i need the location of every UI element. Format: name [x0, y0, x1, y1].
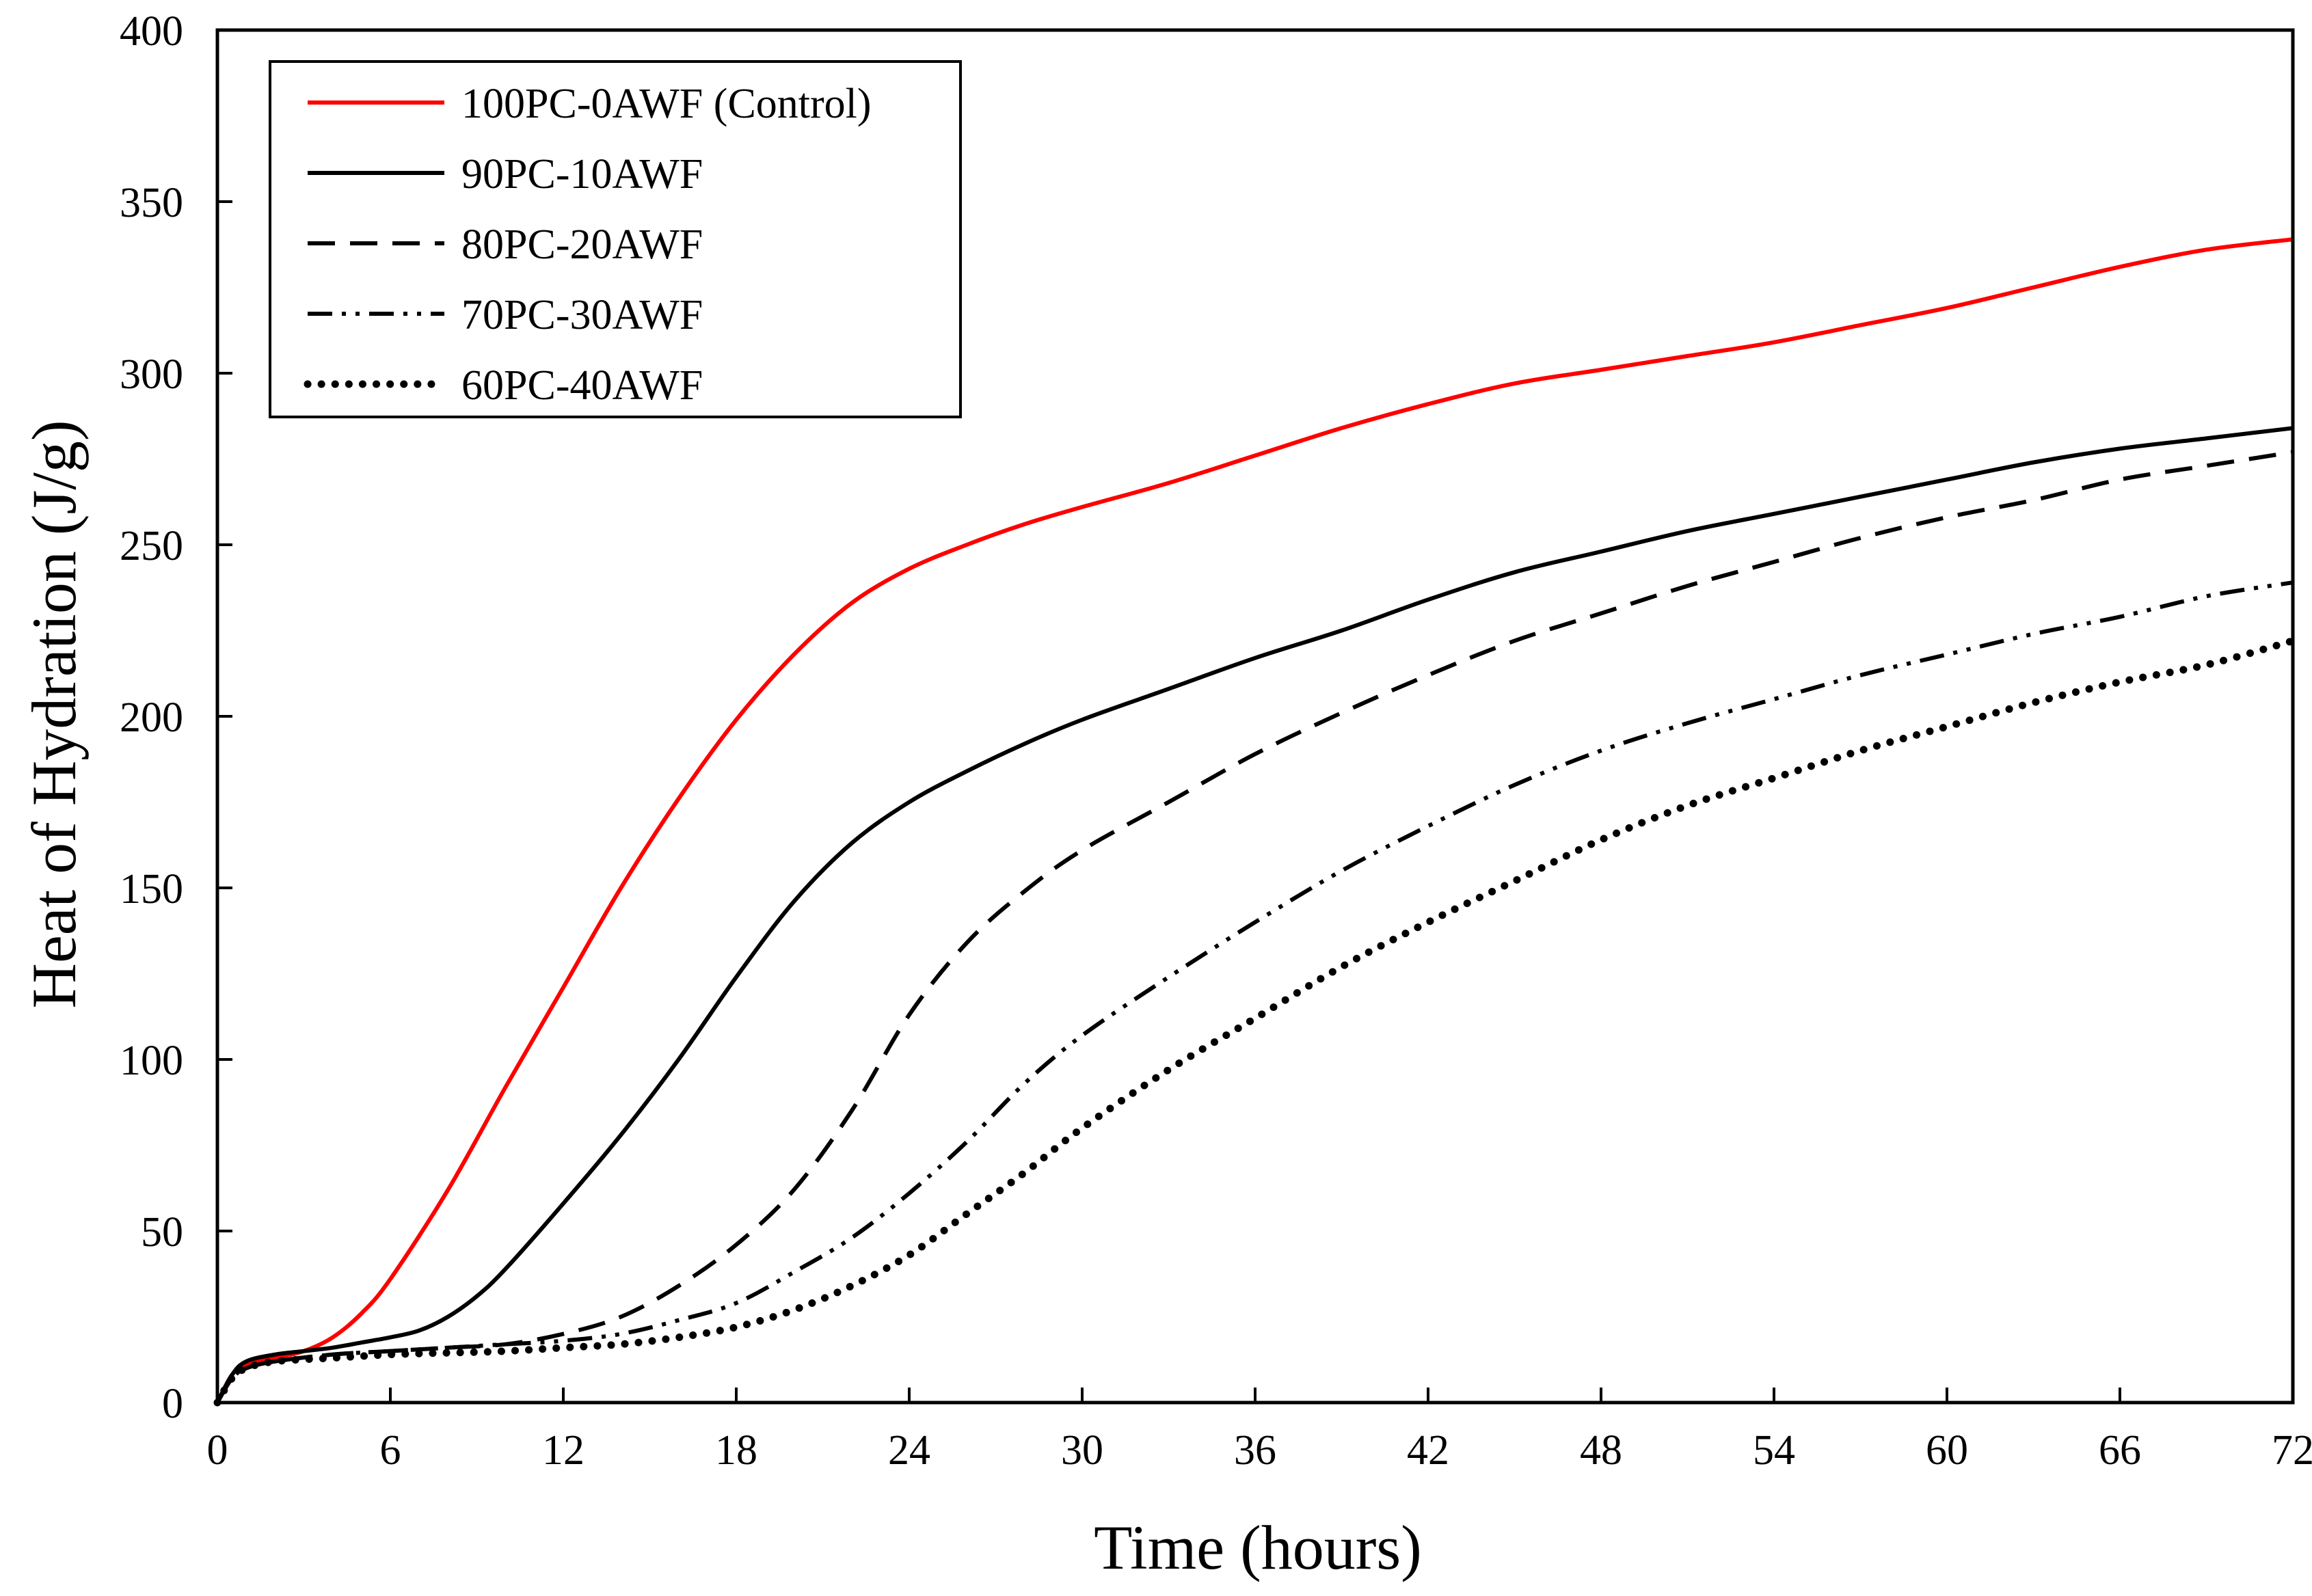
y-tick-label: 200 [120, 694, 183, 741]
x-tick-label: 6 [380, 1427, 401, 1474]
legend-box [269, 60, 962, 418]
y-tick-label: 300 [120, 351, 183, 398]
legend-label-1: 100PC-0AWF (Control) [461, 81, 872, 127]
y-tick-label: 100 [120, 1038, 183, 1084]
y-tick-label: 400 [120, 8, 183, 55]
y-tick-label: 0 [162, 1381, 183, 1427]
x-tick-label: 54 [1753, 1427, 1795, 1474]
x-tick-label: 48 [1580, 1427, 1622, 1474]
y-tick-label: 250 [120, 523, 183, 569]
series-line-1 [215, 237, 2294, 1404]
series-line-4 [215, 580, 2294, 1404]
x-tick-label: 60 [1926, 1427, 1968, 1474]
legend: 100PC-0AWF (Control) 90PC-10AWF 80PC-20AWF… [269, 60, 962, 418]
plot-area [213, 237, 2297, 1407]
x-tick-label: 12 [542, 1427, 584, 1474]
legend-label-3: 80PC-20AWF [461, 221, 703, 268]
legend-label-2: 90PC-10AWF [461, 151, 703, 198]
series-line-3 [215, 450, 2294, 1404]
x-axis-title: Time (hours) [1094, 1513, 1422, 1582]
y-tick-label: 350 [120, 180, 183, 226]
legend-label-4: 70PC-30AWF [461, 292, 703, 338]
y-tick-label: 50 [141, 1209, 183, 1256]
x-tick-label: 30 [1061, 1427, 1103, 1474]
x-tick-label: 0 [207, 1427, 228, 1474]
x-tick-label: 24 [888, 1427, 930, 1474]
x-tick-label: 36 [1234, 1427, 1276, 1474]
legend-label-5: 60PC-40AWF [461, 362, 703, 409]
x-tick-label: 18 [715, 1427, 757, 1474]
x-tick-label: 42 [1407, 1427, 1449, 1474]
y-axis-title: Heat of Hydration (J/g) [19, 420, 89, 1009]
x-tick-label: 72 [2272, 1427, 2312, 1474]
y-tick-label: 150 [120, 866, 183, 912]
series-line-5 [213, 637, 2297, 1407]
x-tick-label: 66 [2099, 1427, 2141, 1474]
series-line-2 [215, 426, 2294, 1404]
axes: 0 6 12 18 24 30 36 42 48 54 60 66 72 0 50 100 150 200 250 3… [120, 8, 2312, 1474]
